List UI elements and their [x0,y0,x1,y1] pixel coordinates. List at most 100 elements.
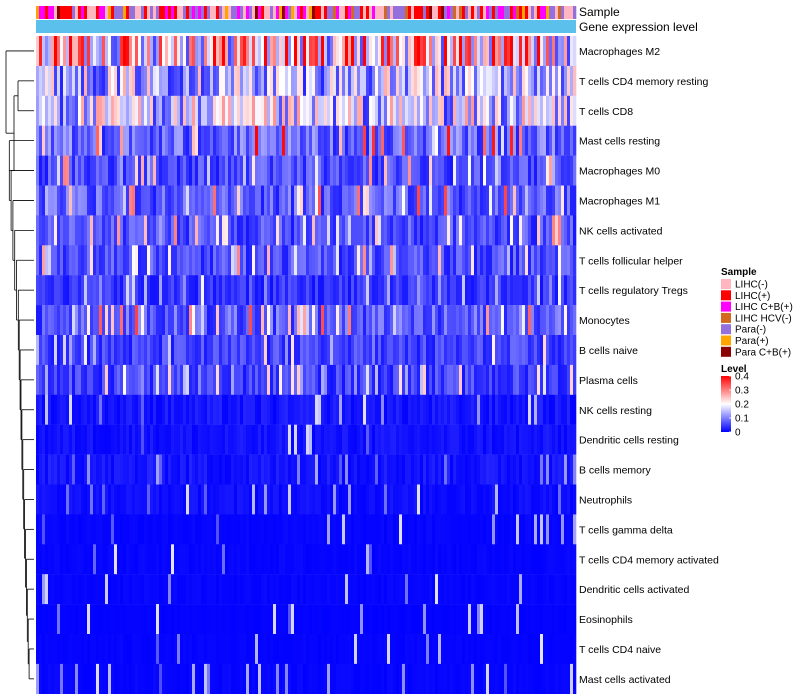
heatmap-cell [396,364,400,395]
sample-track-cell [156,6,160,19]
heatmap-cell [510,36,514,67]
heatmap-cell [252,245,256,276]
heatmap-cell [183,245,187,276]
heatmap-cell [462,514,466,545]
heatmap-cell [381,275,385,306]
heatmap-cell [570,454,574,485]
heatmap-cell [483,454,487,485]
heatmap-cell [165,484,169,515]
heatmap-cell [90,305,94,336]
heatmap-cell [309,514,313,545]
heatmap-cell [231,155,235,186]
heatmap-cell [255,514,259,545]
heatmap-cell [294,95,298,126]
heatmap-cell [372,574,376,605]
heatmap-cell [138,125,142,156]
heatmap-cell [378,424,382,455]
heatmap-cell [327,95,331,126]
heatmap-cell [54,364,58,395]
heatmap-cell [447,424,451,455]
heatmap-cell [564,514,568,545]
heatmap-cell [435,663,439,694]
heatmap-cell [147,424,151,455]
heatmap-cell [462,663,466,694]
heatmap-cell [438,95,442,126]
heatmap-cell [69,574,73,605]
sample-track-cell [225,6,229,19]
heatmap-cell [351,125,355,156]
heatmap-cell [129,454,133,485]
heatmap-cell [93,155,97,186]
heatmap-cell [87,484,91,515]
heatmap-cell [246,36,250,67]
heatmap-cell [393,215,397,246]
heatmap-cell [504,65,508,96]
heatmap-cell [423,155,427,186]
heatmap-cell [444,185,448,216]
heatmap-cell [564,424,568,455]
heatmap-cell [513,634,517,665]
heatmap-cell [333,544,337,575]
heatmap-cell [477,394,481,425]
heatmap-cell [204,155,208,186]
sample-legend-swatch [721,279,731,289]
heatmap-cell [390,424,394,455]
heatmap-cell [498,514,502,545]
heatmap-cell [462,364,466,395]
heatmap-cell [483,215,487,246]
heatmap-cell [243,185,247,216]
sample-track-cell [309,6,313,19]
heatmap-cell [267,574,271,605]
heatmap-cell [348,634,352,665]
heatmap-cell [306,155,310,186]
heatmap-cell [186,514,190,545]
heatmap-cell [318,484,322,515]
heatmap-cell [525,634,529,665]
heatmap-cell [219,544,223,575]
heatmap-cell [567,514,571,545]
heatmap-cell [210,514,214,545]
row-label: T cells follicular helper [579,255,683,267]
heatmap-cell [432,305,436,336]
heatmap-cell [132,275,136,306]
heatmap-cell [72,65,76,96]
heatmap-cell [84,514,88,545]
heatmap-cell [483,484,487,515]
heatmap-cell [87,424,91,455]
heatmap-cell [246,185,250,216]
heatmap-cell [477,574,481,605]
sample-track-cell [483,6,487,19]
heatmap-cell [141,335,145,366]
heatmap-cell [387,125,391,156]
heatmap-cell [168,364,172,395]
heatmap-cell [174,215,178,246]
heatmap-cell [540,544,544,575]
heatmap-cell [150,95,154,126]
heatmap-cell [216,305,220,336]
sample-track-cell [543,6,547,19]
sample-track-cell [408,6,412,19]
heatmap-cell [399,663,403,694]
heatmap-cell [477,275,481,306]
heatmap-cell [258,394,262,425]
heatmap-cell [573,155,577,186]
heatmap-cell [90,95,94,126]
heatmap-cell [324,604,328,635]
heatmap-cell [387,574,391,605]
heatmap-cell [279,634,283,665]
heatmap-cell [510,454,514,485]
sample-legend-swatch [721,324,731,335]
heatmap-cell [288,484,292,515]
heatmap-cell [177,305,181,336]
heatmap-cell [285,335,289,366]
heatmap-cell [282,544,286,575]
heatmap-cell [66,335,70,366]
heatmap-cell [270,394,274,425]
heatmap-cell [345,424,349,455]
heatmap-cell [324,364,328,395]
heatmap-cell [552,663,556,694]
heatmap-cell [384,185,388,216]
heatmap-cell [486,185,490,216]
heatmap-cell [504,484,508,515]
heatmap-cell [189,574,193,605]
